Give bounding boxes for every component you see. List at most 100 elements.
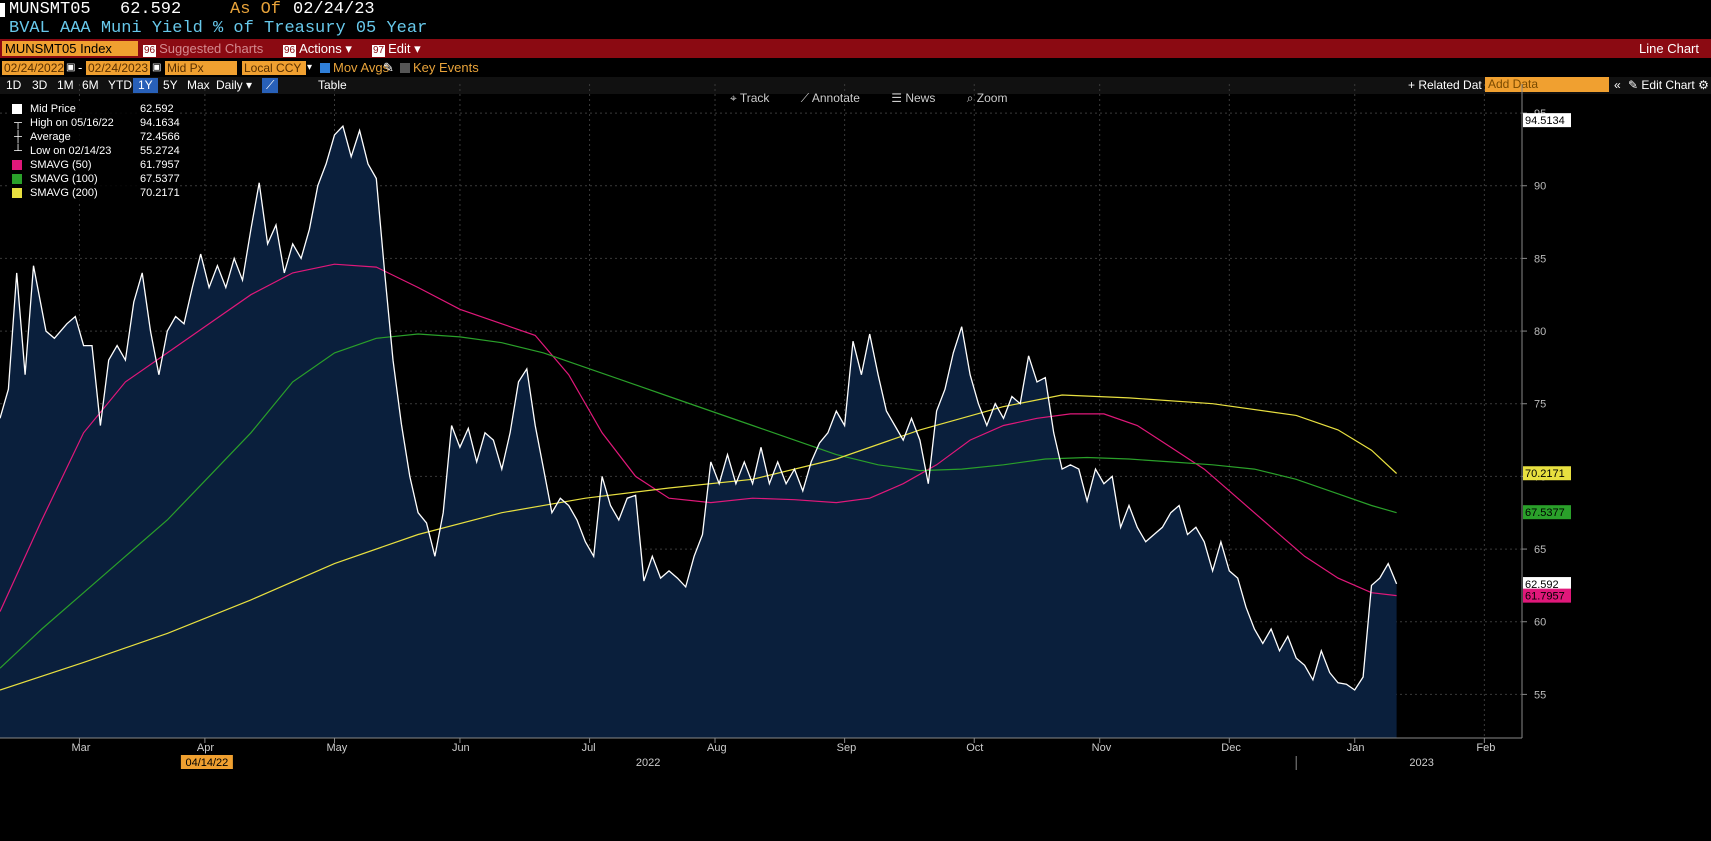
value-tag-box [1523, 113, 1571, 128]
end-date-input[interactable]: 02/24/2023 [86, 61, 150, 75]
legend-value: 67.5377 [140, 173, 180, 185]
menu-number: 97 [372, 45, 386, 57]
x-tick-label: Jun [452, 742, 470, 754]
chevron-down-icon[interactable]: ▾ [307, 62, 313, 73]
frequency-select[interactable]: Daily ▾ [216, 78, 253, 92]
legend-name: Average [30, 131, 71, 143]
x-tick-label: May [327, 742, 348, 754]
chart-type-label: Line Chart [1639, 41, 1699, 56]
security-description: BVAL AAA Muni Yield % of Treasury 05 Yea… [9, 19, 428, 38]
legend-value: 61.7957 [140, 159, 180, 171]
legend-name: Mid Price [30, 103, 76, 115]
x-tick-label: Jan [1347, 742, 1365, 754]
x-tick-label: Sep [837, 742, 857, 754]
edit-chart-button[interactable]: ✎ Edit Chart ⚙ [1628, 78, 1709, 92]
mov-avgs-checkbox[interactable] [320, 63, 330, 73]
pencil-icon[interactable]: ✎ [383, 60, 394, 75]
y-tick-label: 55 [1534, 689, 1546, 701]
tool-label: News [905, 91, 936, 105]
x-tick-label: Oct [966, 742, 983, 754]
security-input[interactable]: MUNSMT05 Index [2, 41, 138, 56]
period-max[interactable]: Max [187, 78, 210, 92]
y-tick-label: 85 [1534, 253, 1546, 265]
value-tag-label: 70.2171 [1525, 468, 1565, 480]
value-tag-box [1523, 577, 1571, 592]
chevron-down-icon: ▾ [345, 41, 352, 56]
period-1y[interactable]: 1Y [133, 78, 158, 93]
value-tag-label: 62.592 [1525, 579, 1559, 591]
legend-name: SMAVG (50) [30, 159, 92, 171]
date-marker-label: 04/14/22 [185, 757, 228, 769]
value-tag-box [1523, 588, 1571, 603]
period-6m[interactable]: 6M [82, 78, 99, 92]
suggested-charts-menu[interactable]: 96 Suggested Charts [143, 41, 263, 57]
key-events-label: Key Events [413, 60, 479, 75]
x-tick-label: Feb [1476, 742, 1495, 754]
collapse-icon[interactable]: « [1614, 78, 1621, 92]
y-tick-label: 80 [1534, 326, 1546, 338]
as-of-date: 02/24/23 [293, 0, 375, 19]
legend-value: 72.4566 [140, 131, 180, 143]
calendar-icon[interactable]: ▣ [152, 62, 162, 73]
calendar-icon[interactable]: ▣ [66, 62, 76, 73]
edit-menu[interactable]: 97 Edit ▾ [372, 41, 421, 57]
legend-name: SMAVG (200) [30, 187, 98, 199]
price-line [0, 124, 1398, 691]
value-tag-box [1523, 505, 1571, 520]
legend-row: ┼ Average 72.4566 [8, 130, 180, 144]
track-tool[interactable]: ⌖ Track [730, 91, 770, 105]
tool-label: Zoom [976, 91, 1008, 105]
series-line [0, 263, 1397, 612]
news-tool[interactable]: ☰ News [891, 91, 936, 105]
menu-label: Suggested Charts [159, 41, 264, 56]
date-range-dash: - [78, 60, 83, 75]
year-label: 2023 [1409, 757, 1433, 769]
value-tag-label: 61.7957 [1525, 591, 1565, 603]
x-tick-label: Nov [1092, 742, 1112, 754]
currency-select[interactable]: Local CCY [242, 61, 306, 75]
line-chart-icon[interactable]: ⟋ [262, 78, 279, 93]
related-data-button[interactable]: + Related Dat [1408, 78, 1482, 92]
chart-legend: Mid Price 62.592 ┬ High on 05/16/22 94.1634… [8, 102, 180, 202]
x-tick-label: Mar [71, 742, 90, 754]
as-of-label: As Of [230, 0, 282, 19]
last-price: 62.592 [120, 0, 182, 19]
y-tick-label: 65 [1534, 544, 1546, 556]
average-marker-icon: ┼ [14, 131, 22, 143]
legend-name: High on 05/16/22 [30, 117, 114, 129]
mov-avgs-label: Mov Avgs [333, 60, 390, 75]
period-3d[interactable]: 3D [32, 78, 48, 92]
axes: 556065707580859095MarAprMayJunJulAugSepO… [0, 84, 1571, 770]
chevron-down-icon: ▾ [414, 41, 421, 56]
add-data-input[interactable]: Add Data [1485, 77, 1609, 92]
legend-value: 55.2724 [140, 145, 180, 157]
x-tick-label: Apr [197, 742, 214, 754]
table-button[interactable]: Table [318, 78, 347, 92]
chart-tools: ⌖ Track ⟋ Annotate ☰ News ⌕ Zoom [730, 91, 1035, 106]
legend-swatch [12, 188, 22, 198]
period-1d[interactable]: 1D [6, 78, 22, 92]
field-select[interactable]: Mid Px [165, 61, 237, 75]
period-1m[interactable]: 1M [57, 78, 74, 92]
year-label: 2022 [636, 757, 660, 769]
value-tag-label: 67.5377 [1525, 507, 1565, 519]
edit-chart-label: Edit Chart [1641, 78, 1695, 92]
y-tick-label: 90 [1534, 181, 1546, 193]
actions-menu[interactable]: 96 Actions ▾ [283, 41, 352, 57]
start-date-input[interactable]: 02/24/2022 [2, 61, 65, 75]
period-ytd[interactable]: YTD [108, 78, 132, 92]
legend-row: SMAVG (100) 67.5377 [8, 172, 180, 186]
related-data-label: Related Dat [1418, 78, 1482, 92]
key-events-checkbox[interactable] [400, 63, 410, 73]
series-line [0, 333, 1397, 669]
legend-row: SMAVG (200) 70.2171 [8, 186, 180, 200]
period-toolbar [0, 77, 1711, 94]
period-5y[interactable]: 5Y [163, 78, 178, 92]
annotate-tool[interactable]: ⟋ Annotate [800, 91, 860, 105]
legend-row: ┴ Low on 02/14/23 55.2724 [8, 144, 180, 158]
ticker-marker [0, 3, 5, 17]
x-tick-label: Aug [707, 742, 727, 754]
zoom-tool[interactable]: ⌕ Zoom [966, 91, 1008, 105]
legend-value: 94.1634 [140, 117, 180, 129]
